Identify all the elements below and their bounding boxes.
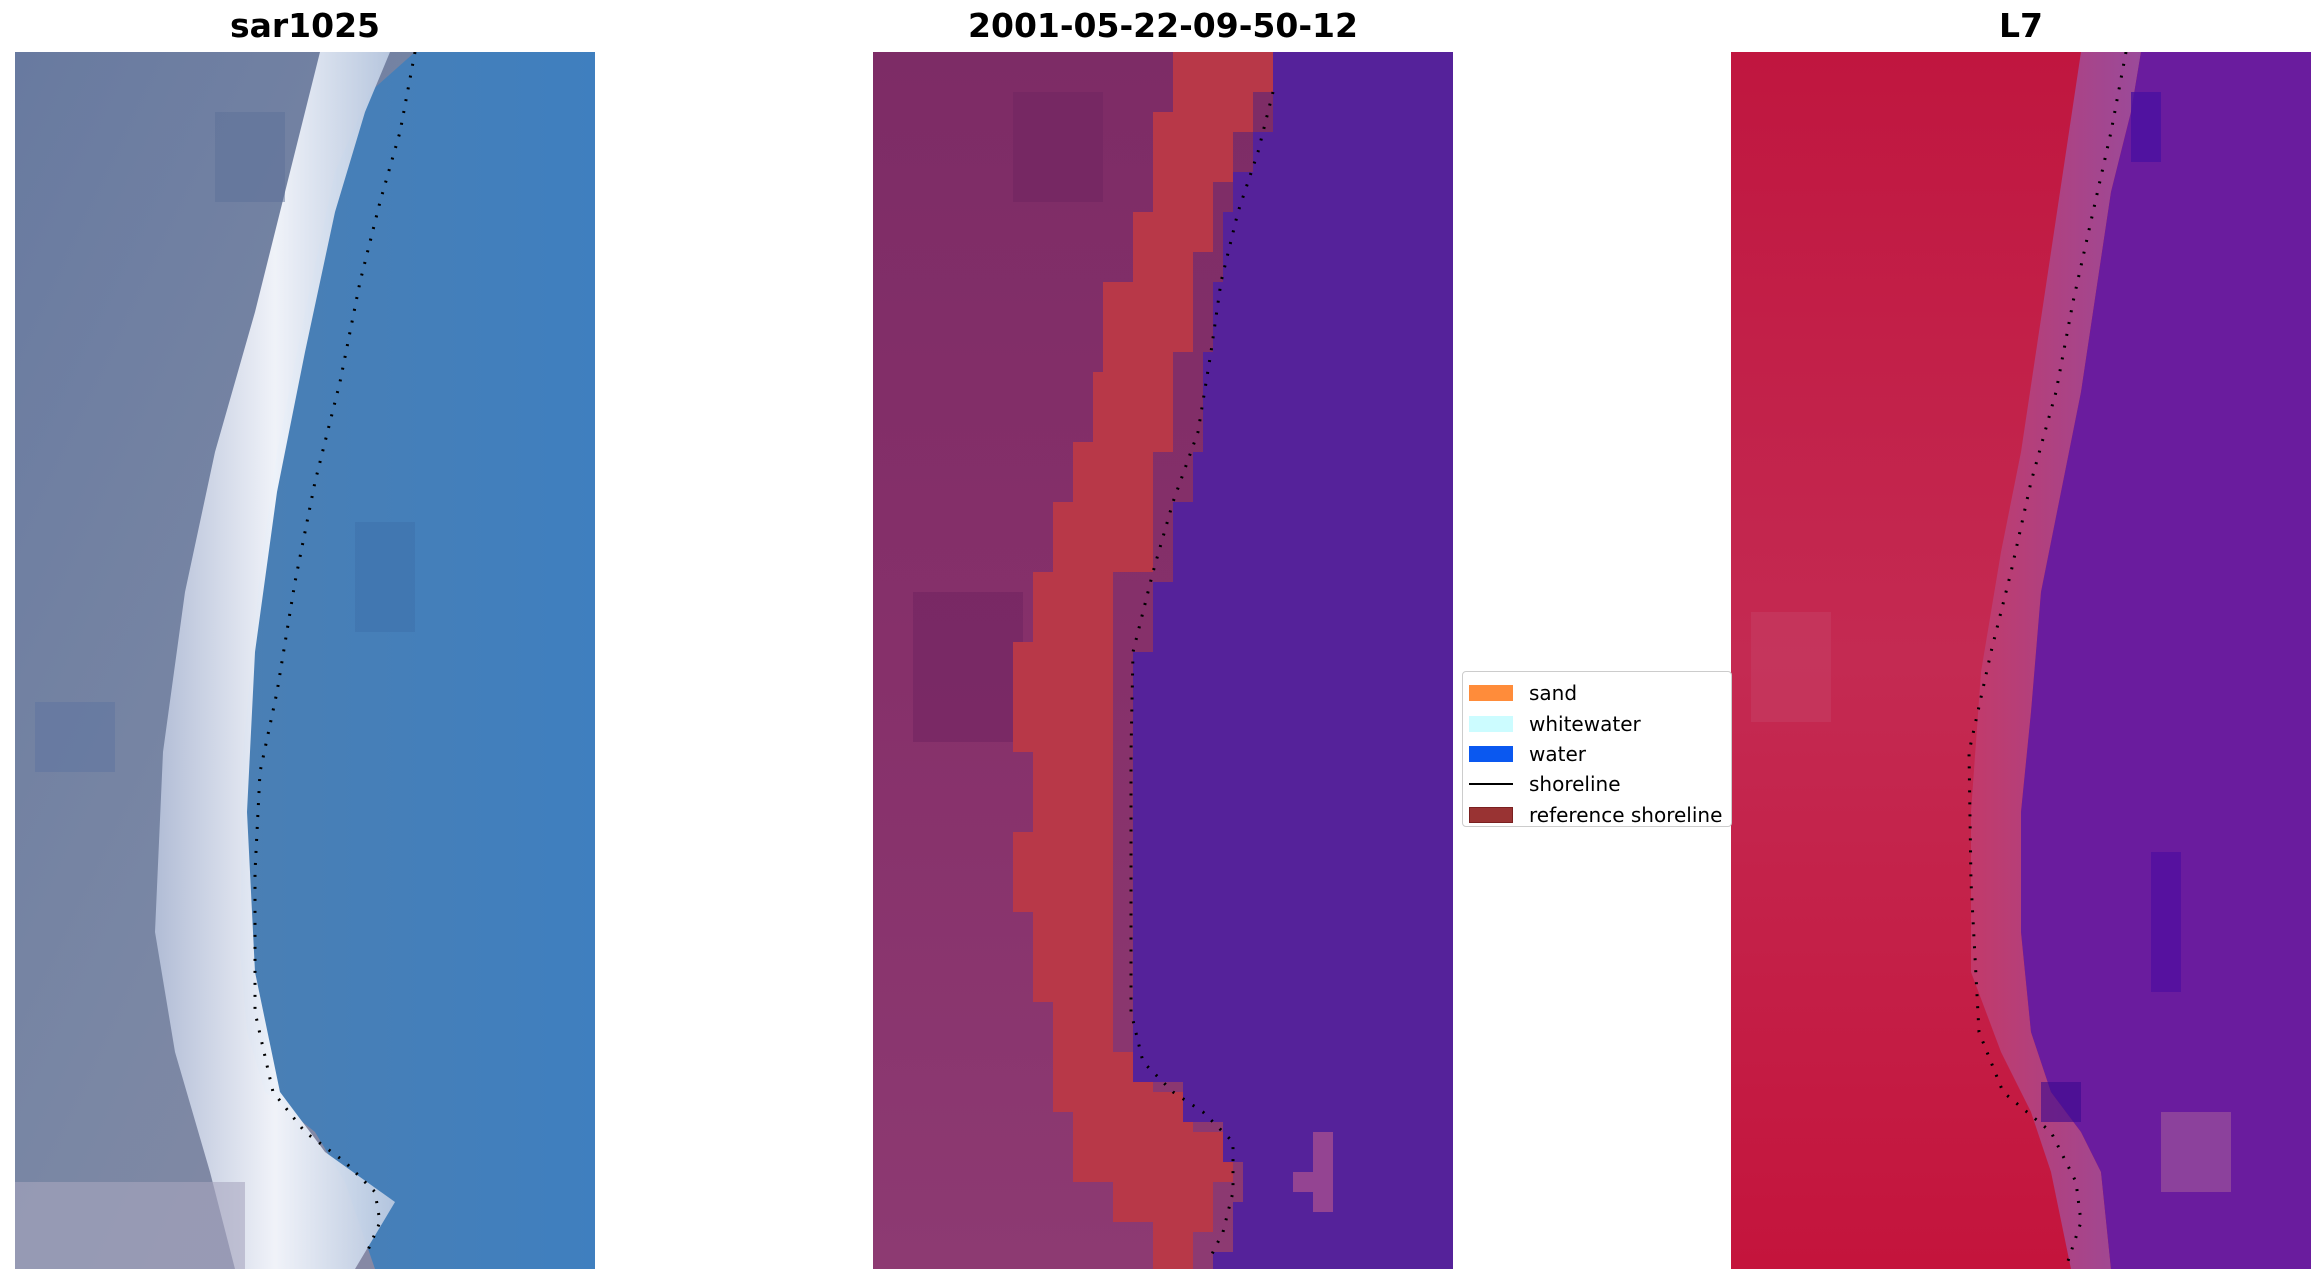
water-area: [1133, 52, 1453, 1269]
legend-label: water: [1529, 741, 1586, 766]
shoreline-line-swatch: [1469, 783, 1513, 786]
water-swatch: [1469, 745, 1513, 762]
rgb-light-patch: [15, 1182, 245, 1269]
index-image-panel: [1731, 52, 2311, 1269]
legend-label: sand: [1529, 681, 1578, 706]
rgb-dark-patch: [215, 112, 285, 202]
panel-title-index: L7: [1999, 6, 2043, 45]
legend-item-sand: sand: [1469, 678, 1731, 708]
whitewater-swatch: [1469, 715, 1513, 732]
index-water-area: [2021, 52, 2311, 1269]
legend-label: whitewater: [1529, 711, 1641, 736]
legend-label: shoreline: [1529, 772, 1621, 797]
legend-label: reference shoreline: [1529, 802, 1723, 827]
legend: sand whitewater water shoreline referenc…: [1462, 671, 1732, 827]
legend-item-reference-shoreline: reference shoreline: [1469, 800, 1731, 830]
panel-title-rgb: sar1025: [229, 6, 381, 45]
legend-item-water: water: [1469, 739, 1731, 769]
rgb-dark-patch: [355, 522, 415, 632]
classified-image-panel: [873, 52, 1453, 1269]
panel-title-classified: 2001-05-22-09-50-12: [968, 6, 1358, 45]
legend-item-whitewater: whitewater: [1469, 708, 1731, 738]
sand-swatch: [1469, 685, 1513, 702]
rgb-image-panel: [15, 52, 595, 1269]
sand-band: [1013, 52, 1273, 1269]
shoreline-dots: [1967, 52, 2128, 1268]
rgb-dark-patch: [35, 702, 115, 772]
index-transition-band: [1971, 52, 2141, 1269]
legend-item-shoreline: shoreline: [1469, 769, 1731, 799]
reference-shoreline-swatch: [1469, 806, 1513, 823]
rgb-beach-band: [155, 52, 395, 1269]
rgb-water-area: [240, 52, 595, 1269]
